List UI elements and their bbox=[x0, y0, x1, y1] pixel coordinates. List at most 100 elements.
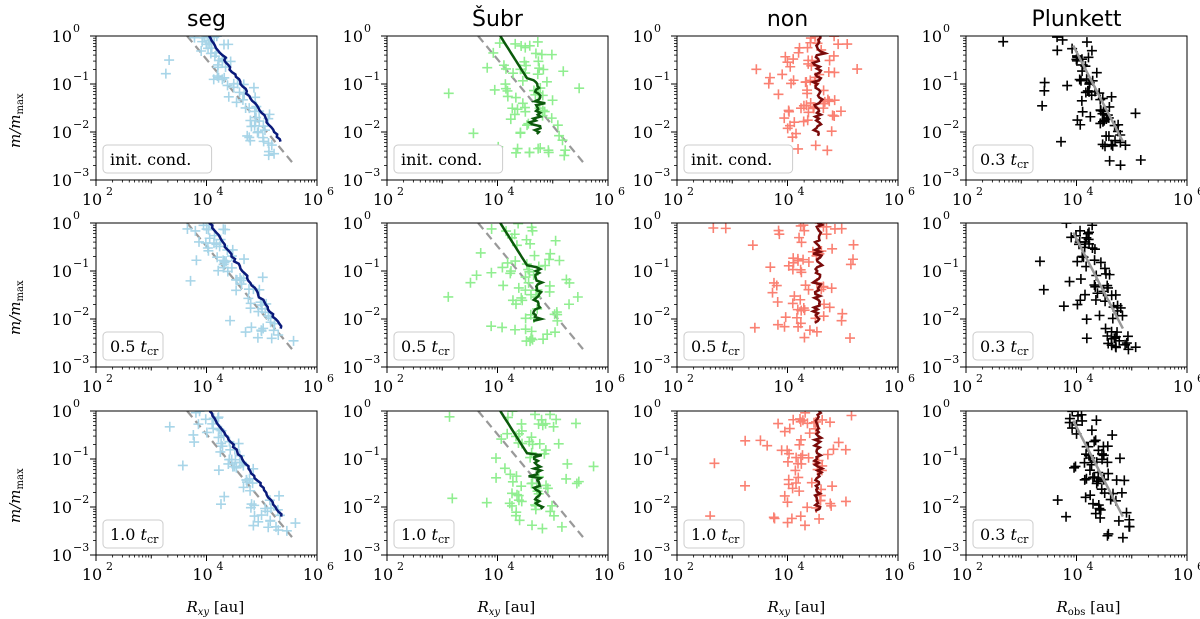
data-point bbox=[840, 444, 851, 455]
y-tick-label: 10 bbox=[922, 498, 942, 517]
data-point bbox=[265, 317, 276, 328]
data-point bbox=[787, 132, 798, 143]
data-point bbox=[1110, 341, 1121, 352]
x-tick-label: 10 bbox=[663, 190, 683, 209]
data-point bbox=[825, 417, 836, 428]
data-point bbox=[1052, 495, 1063, 506]
y-tick-exp: 0 bbox=[943, 397, 950, 410]
data-point bbox=[191, 255, 202, 266]
data-point bbox=[246, 121, 257, 132]
data-point bbox=[836, 223, 847, 234]
data-point bbox=[552, 309, 563, 320]
data-point bbox=[790, 465, 801, 476]
data-point bbox=[215, 499, 226, 510]
data-point bbox=[212, 252, 223, 263]
y-tick-exp: −2 bbox=[73, 118, 89, 131]
data-point bbox=[520, 324, 531, 335]
data-point bbox=[1122, 331, 1133, 342]
data-point bbox=[1102, 280, 1113, 291]
data-point bbox=[1135, 155, 1146, 166]
data-point bbox=[782, 456, 793, 467]
data-point bbox=[1124, 521, 1135, 532]
data-point bbox=[190, 225, 201, 236]
trend-line bbox=[208, 223, 283, 329]
data-point bbox=[1094, 503, 1105, 514]
data-point bbox=[774, 229, 785, 240]
x-tick-exp: 2 bbox=[976, 560, 983, 573]
x-tick-exp: 2 bbox=[106, 185, 113, 198]
data-point bbox=[1103, 528, 1114, 539]
data-point bbox=[720, 223, 731, 234]
panel-label-box bbox=[393, 144, 504, 174]
data-point bbox=[791, 312, 802, 323]
column-title-0: seg bbox=[187, 7, 226, 32]
data-point bbox=[1130, 108, 1141, 119]
data-point bbox=[1104, 155, 1115, 166]
x-tick-exp: 2 bbox=[976, 372, 983, 385]
data-point bbox=[1080, 492, 1091, 503]
reference-line bbox=[186, 36, 296, 167]
y-tick-exp: −1 bbox=[943, 257, 959, 270]
x-tick-label: 10 bbox=[483, 190, 503, 209]
x-tick-label: 10 bbox=[773, 190, 793, 209]
data-point bbox=[245, 135, 256, 146]
data-point bbox=[852, 64, 863, 75]
y-tick-exp: −3 bbox=[654, 166, 670, 179]
data-point bbox=[828, 50, 839, 61]
data-point bbox=[1114, 335, 1125, 346]
data-point bbox=[803, 257, 814, 267]
y-tick-exp: −2 bbox=[943, 493, 959, 506]
data-point bbox=[794, 486, 805, 497]
data-point bbox=[802, 502, 813, 513]
x-tick-exp: 4 bbox=[798, 372, 805, 385]
data-point bbox=[252, 332, 263, 343]
data-point bbox=[819, 299, 830, 310]
y-tick-exp: −1 bbox=[364, 257, 380, 270]
x-tick-exp: 2 bbox=[106, 372, 113, 385]
x-tick-exp: 2 bbox=[397, 185, 404, 198]
data-point bbox=[223, 39, 234, 50]
data-point bbox=[791, 477, 802, 488]
data-point bbox=[806, 477, 817, 488]
data-point bbox=[814, 513, 825, 524]
data-point bbox=[833, 39, 844, 50]
x-tick-exp: 4 bbox=[508, 372, 515, 385]
data-point bbox=[507, 476, 518, 487]
data-point bbox=[541, 76, 552, 87]
data-point bbox=[231, 285, 242, 296]
data-point bbox=[784, 423, 795, 434]
data-point bbox=[747, 240, 758, 251]
data-point bbox=[223, 91, 234, 102]
data-point bbox=[829, 111, 840, 122]
data-point bbox=[827, 243, 838, 254]
x-tick-exp: 6 bbox=[327, 185, 334, 198]
data-point bbox=[1075, 274, 1086, 285]
y-tick-exp: 0 bbox=[364, 397, 371, 410]
data-point bbox=[1081, 37, 1092, 48]
data-point bbox=[234, 87, 245, 98]
data-point bbox=[829, 67, 840, 78]
data-point bbox=[1104, 269, 1115, 280]
reference-line bbox=[477, 223, 587, 354]
data-point bbox=[779, 113, 790, 124]
y-tick-label: 10 bbox=[633, 262, 653, 281]
x-tick-exp: 6 bbox=[327, 560, 334, 573]
x-tick-label: 10 bbox=[1062, 377, 1082, 396]
data-point bbox=[512, 143, 523, 154]
data-point bbox=[544, 254, 555, 265]
data-point bbox=[516, 292, 527, 303]
data-point bbox=[225, 56, 236, 67]
data-point bbox=[708, 223, 719, 234]
panel-label-box bbox=[683, 331, 745, 361]
y-tick-exp: −1 bbox=[73, 70, 89, 83]
y-tick-label: 10 bbox=[922, 358, 942, 377]
data-point bbox=[1085, 490, 1096, 501]
data-point bbox=[1112, 327, 1123, 338]
trend-line bbox=[809, 36, 830, 137]
y-tick-label: 10 bbox=[633, 358, 653, 377]
y-tick-exp: −1 bbox=[364, 70, 380, 83]
y-tick-exp: −3 bbox=[943, 541, 959, 554]
data-point bbox=[547, 500, 558, 511]
